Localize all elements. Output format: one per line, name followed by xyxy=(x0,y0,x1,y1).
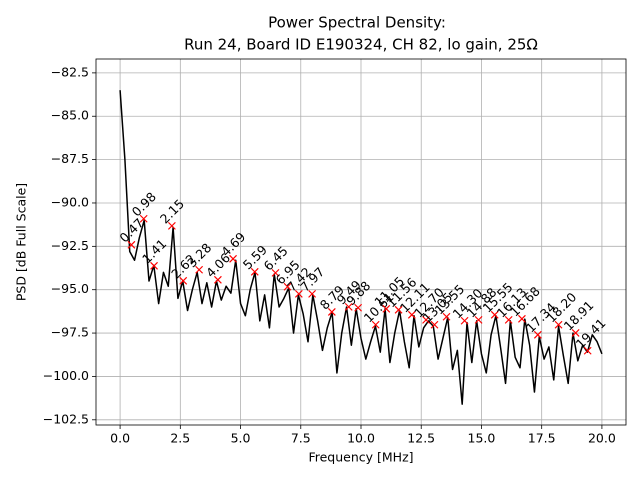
x-tick-label: 17.5 xyxy=(528,431,556,446)
peak-marker xyxy=(382,304,391,313)
peak-marker xyxy=(250,267,259,276)
y-tick-label: −85.0 xyxy=(51,108,89,123)
peak-marker xyxy=(394,305,403,314)
peak-marker xyxy=(127,240,136,249)
peak-marker xyxy=(504,315,513,324)
peak-marker xyxy=(150,261,158,270)
peak-marker xyxy=(371,320,380,329)
peak-marker xyxy=(271,268,280,277)
peak-marker xyxy=(229,254,238,263)
peak-marker xyxy=(533,330,542,339)
peak-marker xyxy=(354,303,363,312)
y-tick-label: −100.0 xyxy=(43,368,89,383)
peak-marker xyxy=(554,320,563,329)
peak-marker xyxy=(430,320,439,329)
peak-marker xyxy=(195,265,204,274)
x-tick-label: 5.0 xyxy=(231,431,251,446)
y-tick-label: −95.0 xyxy=(51,281,89,296)
y-axis-label: PSD [dB Full Scale] xyxy=(14,183,29,301)
peak-marker xyxy=(344,302,353,311)
psd-line xyxy=(119,90,603,405)
peak-marker xyxy=(460,316,469,325)
chart-title: Power Spectral Density: xyxy=(268,14,446,32)
peak-marker xyxy=(167,221,176,230)
chart-subtitle: Run 24, Board ID E190324, CH 82, lo gain… xyxy=(184,36,538,54)
peak-marker xyxy=(490,310,499,319)
y-tick-label: −97.5 xyxy=(51,325,89,340)
x-axis-label: Frequency [MHz] xyxy=(308,450,413,465)
x-tick-label: 2.5 xyxy=(170,431,190,446)
y-tick-label: −102.5 xyxy=(43,411,89,426)
peak-marker xyxy=(407,310,416,319)
plot-frame xyxy=(95,58,627,426)
peak-marker xyxy=(213,275,222,284)
peak-marker xyxy=(283,282,292,291)
peak-marker xyxy=(571,328,580,337)
peak-marker xyxy=(518,314,526,323)
peak-marker xyxy=(139,214,148,223)
peak-marker xyxy=(583,346,592,355)
x-tick-label: 7.5 xyxy=(291,431,311,446)
peak-marker xyxy=(327,307,336,316)
peak-marker xyxy=(308,289,317,298)
x-tick-label: 15.0 xyxy=(468,431,496,446)
y-tick-label: −82.5 xyxy=(51,64,89,79)
x-tick-label: 10.0 xyxy=(347,431,375,446)
peak-marker xyxy=(474,315,483,324)
peak-marker xyxy=(294,289,303,298)
peak-marker xyxy=(422,315,430,324)
peak-marker xyxy=(442,312,451,321)
x-tick-label: 20.0 xyxy=(588,431,616,446)
peak-marker xyxy=(179,276,188,285)
y-tick-label: −92.5 xyxy=(51,238,89,253)
x-tick-label: 0.0 xyxy=(110,431,130,446)
y-tick-label: −90.0 xyxy=(51,194,89,209)
y-tick-label: −87.5 xyxy=(51,151,89,166)
x-tick-label: 12.5 xyxy=(407,431,435,446)
